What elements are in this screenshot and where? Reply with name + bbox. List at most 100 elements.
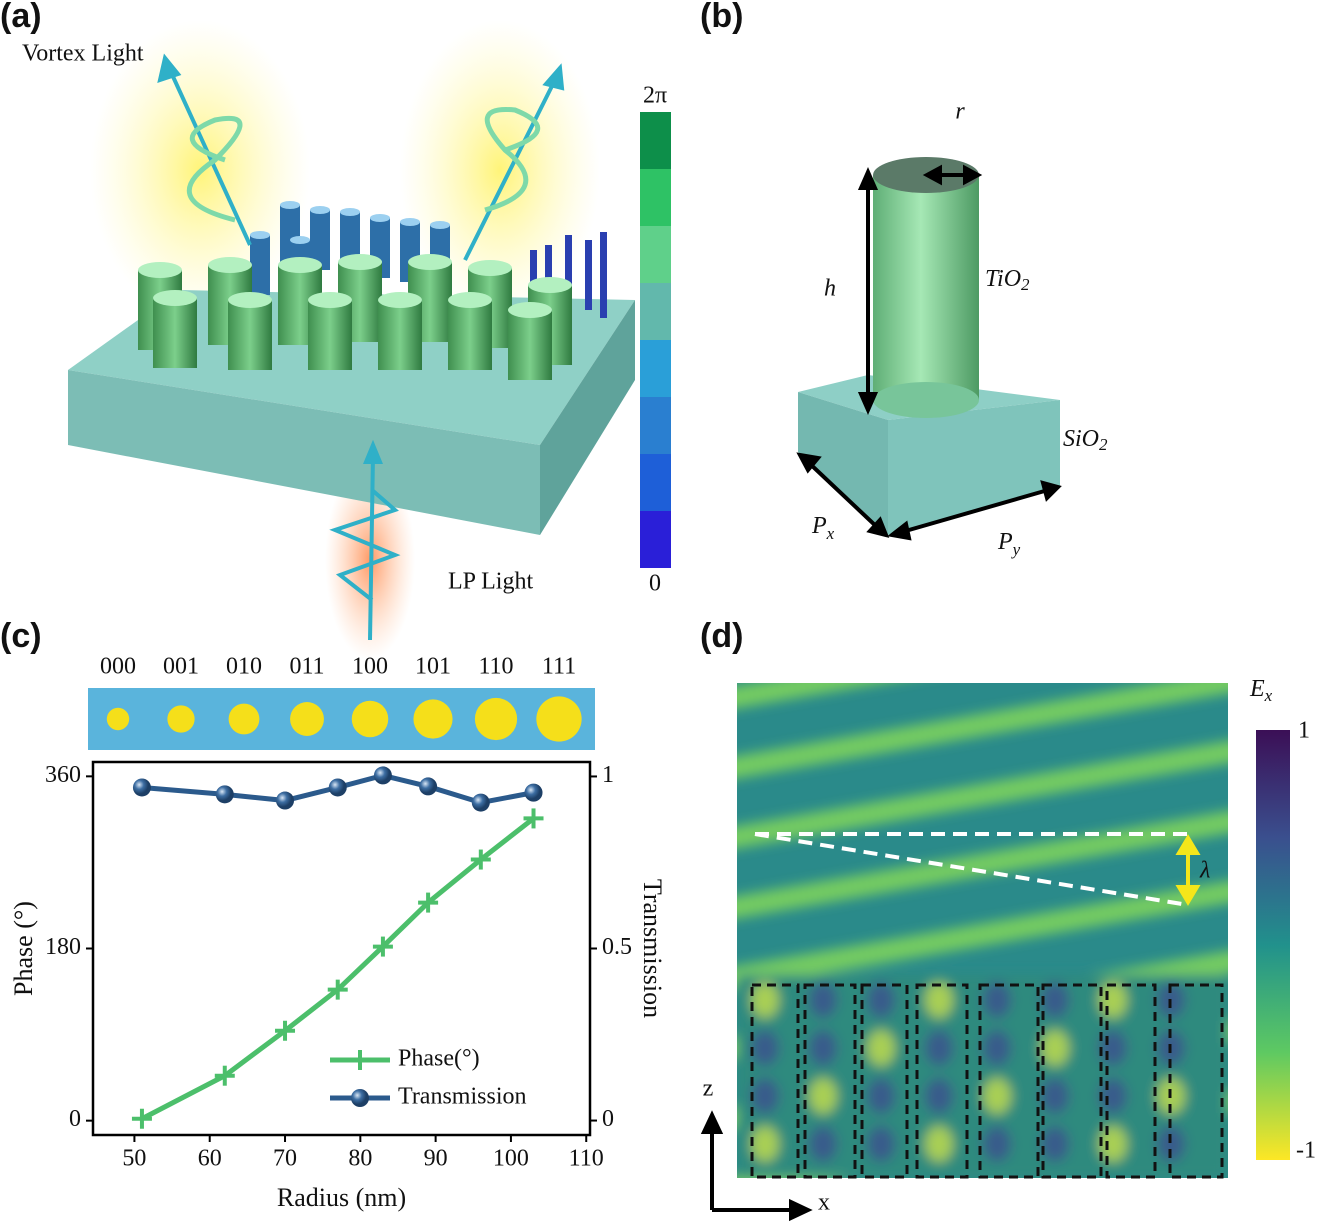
axis-label: x [818, 1190, 830, 1216]
near-field-spot [983, 982, 1011, 1018]
code-strip [88, 688, 595, 750]
pillar [250, 235, 270, 295]
text: TiO [985, 266, 1021, 292]
annotation: LP Light [448, 569, 533, 595]
near-field-spot [809, 982, 837, 1018]
pillar [873, 175, 979, 400]
near-field-spot [1041, 1126, 1069, 1162]
pillar-top [378, 292, 422, 308]
thin-pillar [600, 232, 607, 318]
text: E [1249, 676, 1265, 702]
marker [419, 777, 438, 796]
colorbar [1256, 730, 1290, 1160]
legend-marker [351, 1089, 369, 1107]
subscript: x [1264, 686, 1273, 705]
near-field-spot [867, 1078, 895, 1114]
near-field-spot [1157, 1126, 1185, 1162]
marker [214, 1065, 235, 1086]
pillar-top [310, 206, 330, 214]
wavefront-lines [754, 832, 1189, 907]
dashed-cell [750, 983, 800, 1179]
near-field-spot [1041, 982, 1069, 1018]
marker [276, 791, 295, 810]
marker [372, 936, 393, 957]
y-tick-label: 0 [69, 1106, 81, 1132]
code-label: 101 [415, 654, 451, 680]
colorbar-label: 1 [1298, 718, 1310, 744]
pillar [873, 382, 979, 418]
y2-tick-label: 0.5 [602, 934, 632, 960]
near-field-spot [1041, 1030, 1069, 1066]
panel-d: (d) λ Ex 1 -1 z x [700, 617, 1316, 1222]
base-front [798, 392, 888, 535]
near-field-spot [751, 982, 779, 1018]
subscript: x [826, 524, 835, 543]
pillar [228, 300, 272, 370]
dashed-cell [1168, 983, 1224, 1179]
radius-circle [536, 696, 582, 742]
near-field-spot [983, 1078, 1011, 1114]
code-label: 001 [163, 654, 199, 680]
pillars [138, 201, 607, 380]
subscript: 2 [1099, 435, 1108, 454]
code-label: 000 [100, 654, 136, 680]
colorbar-segment [640, 340, 671, 397]
thin-pillar [530, 250, 537, 300]
dashed-cell [1041, 983, 1103, 1179]
x-tick-label: 80 [348, 1146, 372, 1172]
pillar-top [308, 292, 352, 308]
x-tick-label: 60 [198, 1146, 222, 1172]
thin-pillar [585, 240, 592, 310]
colorbar-title: Ex [1249, 676, 1273, 705]
near-field-spot [925, 1030, 953, 1066]
near-field-spot [809, 1078, 837, 1114]
wave-stripe [737, 880, 1228, 989]
legend-label: Phase(°) [398, 1046, 480, 1072]
series-line [141, 772, 534, 806]
thin-pillar [545, 245, 552, 300]
axes-arrows [700, 1110, 813, 1222]
colorbar-segment [640, 226, 671, 283]
wave-stripe [737, 740, 1228, 849]
x-tick-label: 110 [569, 1146, 604, 1172]
subscript: 2 [1021, 275, 1030, 294]
subscript: y [1011, 540, 1021, 559]
marker [373, 766, 392, 785]
radius-circle [106, 707, 130, 731]
panel-b: (b) r h TiO2 SiO2 Px Py [700, 0, 1108, 559]
pillar-top [208, 257, 252, 273]
axis-label: z [703, 1076, 714, 1102]
pillar-top [138, 262, 182, 278]
annotation: Py [997, 529, 1021, 559]
marker [215, 785, 234, 804]
radius-circle [351, 700, 389, 738]
legend-label: Transmission [398, 1084, 526, 1110]
pillar [153, 298, 197, 368]
panel-label: (a) [0, 0, 42, 35]
y2-tick-label: 1 [602, 762, 614, 788]
near-field-spot [1099, 1078, 1127, 1114]
pillar-top [338, 254, 382, 270]
pillar-top [228, 292, 272, 308]
code-label: 110 [478, 654, 513, 680]
y2-tick-label: 0 [602, 1106, 614, 1132]
base-side [888, 400, 1060, 535]
radius-circle [290, 702, 324, 736]
x-tick-label: 100 [493, 1146, 529, 1172]
text: SiO [1063, 426, 1099, 452]
radius-circle [413, 699, 453, 739]
colorbar-segment [640, 169, 671, 226]
colorbar [640, 112, 671, 568]
wave-stripe [737, 683, 883, 709]
y-axis-title: Phase (°) [9, 901, 38, 996]
marker [275, 1020, 296, 1041]
marker [418, 892, 439, 913]
pillar [508, 310, 552, 380]
pillar-top [528, 277, 572, 293]
x-tick-label: 90 [424, 1146, 448, 1172]
dashed-cell [1105, 983, 1157, 1179]
arrows [157, 53, 565, 641]
code-label: 100 [352, 654, 388, 680]
pillar-top [153, 290, 197, 306]
near-field-spot [809, 1030, 837, 1066]
